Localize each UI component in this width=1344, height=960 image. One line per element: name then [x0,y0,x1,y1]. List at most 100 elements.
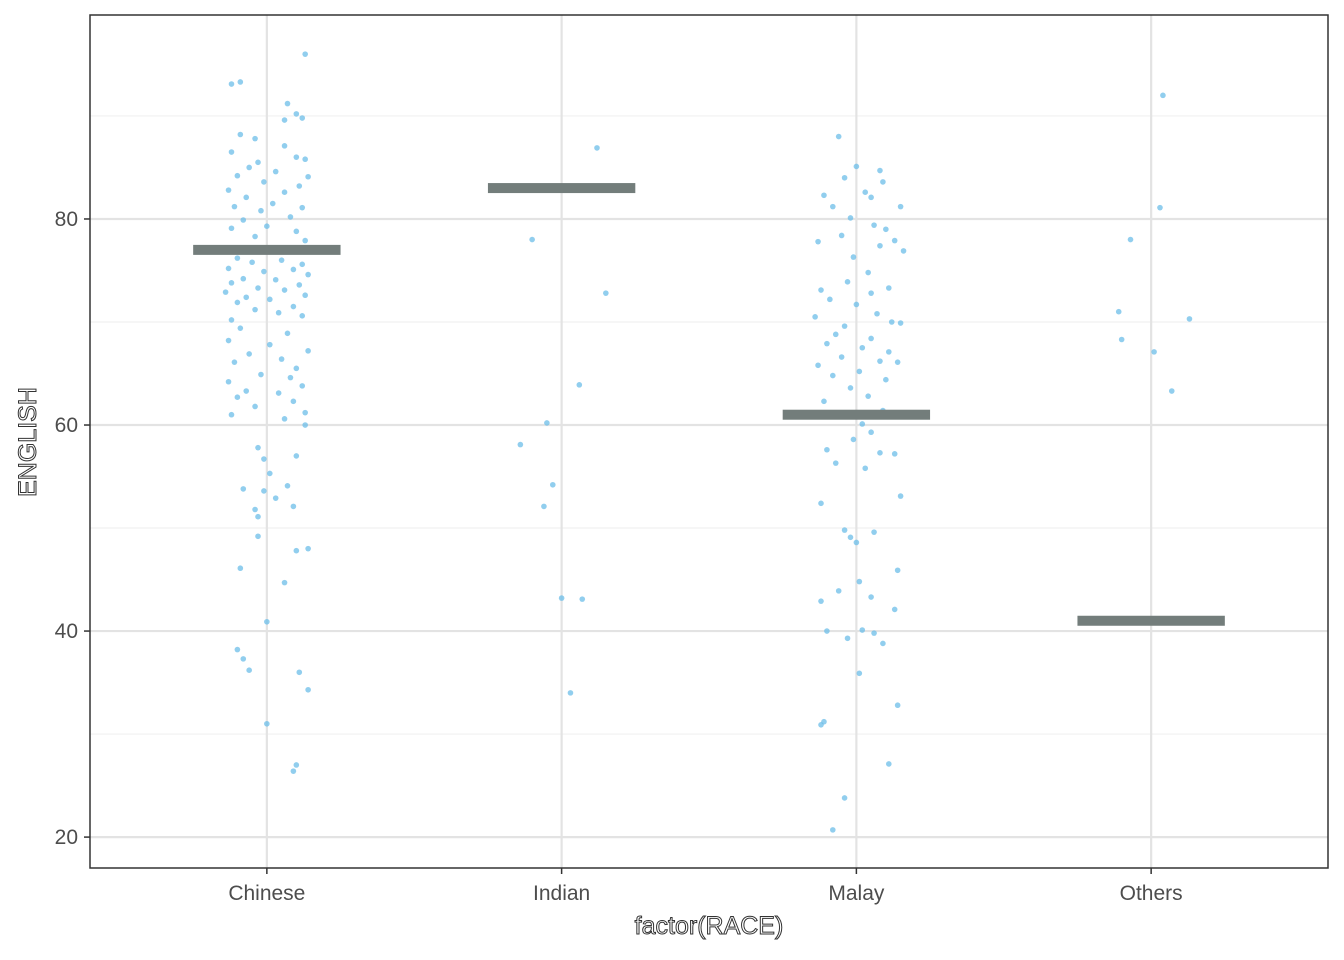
data-point [237,565,244,572]
data-point [237,79,244,85]
data-point [267,296,273,303]
data-point [818,598,824,604]
data-point [281,287,288,293]
data-point [237,131,244,138]
data-point [541,503,547,510]
data-point [883,226,889,233]
data-point [252,403,258,410]
data-point [821,398,827,405]
data-point [830,203,836,210]
data-point [287,214,294,220]
data-point [243,388,250,394]
data-point [264,720,270,727]
data-point [897,320,904,326]
data-point [272,495,279,501]
data-point [877,358,883,364]
data-point [249,259,255,266]
data-point [240,486,247,492]
data-point [841,174,848,181]
panel-border [89,14,1329,869]
data-point [305,545,311,552]
data-point [835,588,842,594]
data-point [871,529,877,535]
data-point [830,827,836,833]
data-point [290,768,297,774]
y-tick-label: 20 [55,826,78,849]
data-point [856,578,863,585]
data-point [305,348,311,354]
data-point [261,268,267,275]
data-point [832,460,839,466]
data-point [830,372,836,379]
data-point [234,394,241,401]
data-point [255,533,261,540]
data-point [293,228,300,235]
data-point [305,271,311,278]
data-point [305,686,311,693]
data-point [594,145,600,151]
data-point [862,465,869,472]
data-point [838,232,845,239]
data-point [234,172,241,179]
data-point [821,192,827,199]
data-point [302,292,308,299]
data-point [815,238,821,245]
data-point [824,446,830,453]
data-point [296,183,303,189]
data-point [579,596,586,602]
data-point [818,722,824,728]
data-point [243,194,250,201]
data-point [544,420,550,426]
data-point [856,368,863,375]
data-point [225,378,232,385]
data-point [228,317,235,323]
data-point [850,436,857,443]
data-point [871,222,877,228]
data-point [293,453,300,459]
data-point [243,294,250,301]
data-point [275,309,282,316]
data-point [897,493,904,499]
data-point [871,630,877,636]
y-tick-label: 60 [55,414,78,437]
data-point [225,265,232,272]
data-point [228,411,235,418]
data-point [237,325,244,331]
data-point [1127,236,1134,243]
data-point [850,254,857,260]
summary-bar [782,409,931,420]
data-point [865,393,871,399]
data-point [264,223,270,229]
data-point [835,133,842,140]
data-point [841,527,848,533]
data-point [290,266,297,273]
data-point [302,237,308,244]
data-point [818,500,824,507]
data-point [281,416,288,422]
data-point [1118,336,1125,343]
data-points [222,51,1193,833]
data-point [278,257,285,263]
data-point [269,200,276,207]
data-point [827,296,833,303]
summary-bars [193,183,1225,626]
data-point [272,276,279,283]
data-point [888,319,895,325]
data-point [299,261,306,268]
data-point [255,285,261,291]
data-point [886,761,892,767]
data-point [853,301,860,308]
data-point [293,154,300,160]
data-point [290,398,297,405]
data-point [252,506,258,513]
data-point [891,451,898,457]
data-point [897,203,904,210]
data-point [891,237,898,244]
data-point [240,275,247,282]
data-point [281,189,288,195]
data-point [1151,349,1157,355]
y-tick-label: 40 [55,620,78,643]
data-point [818,287,824,293]
